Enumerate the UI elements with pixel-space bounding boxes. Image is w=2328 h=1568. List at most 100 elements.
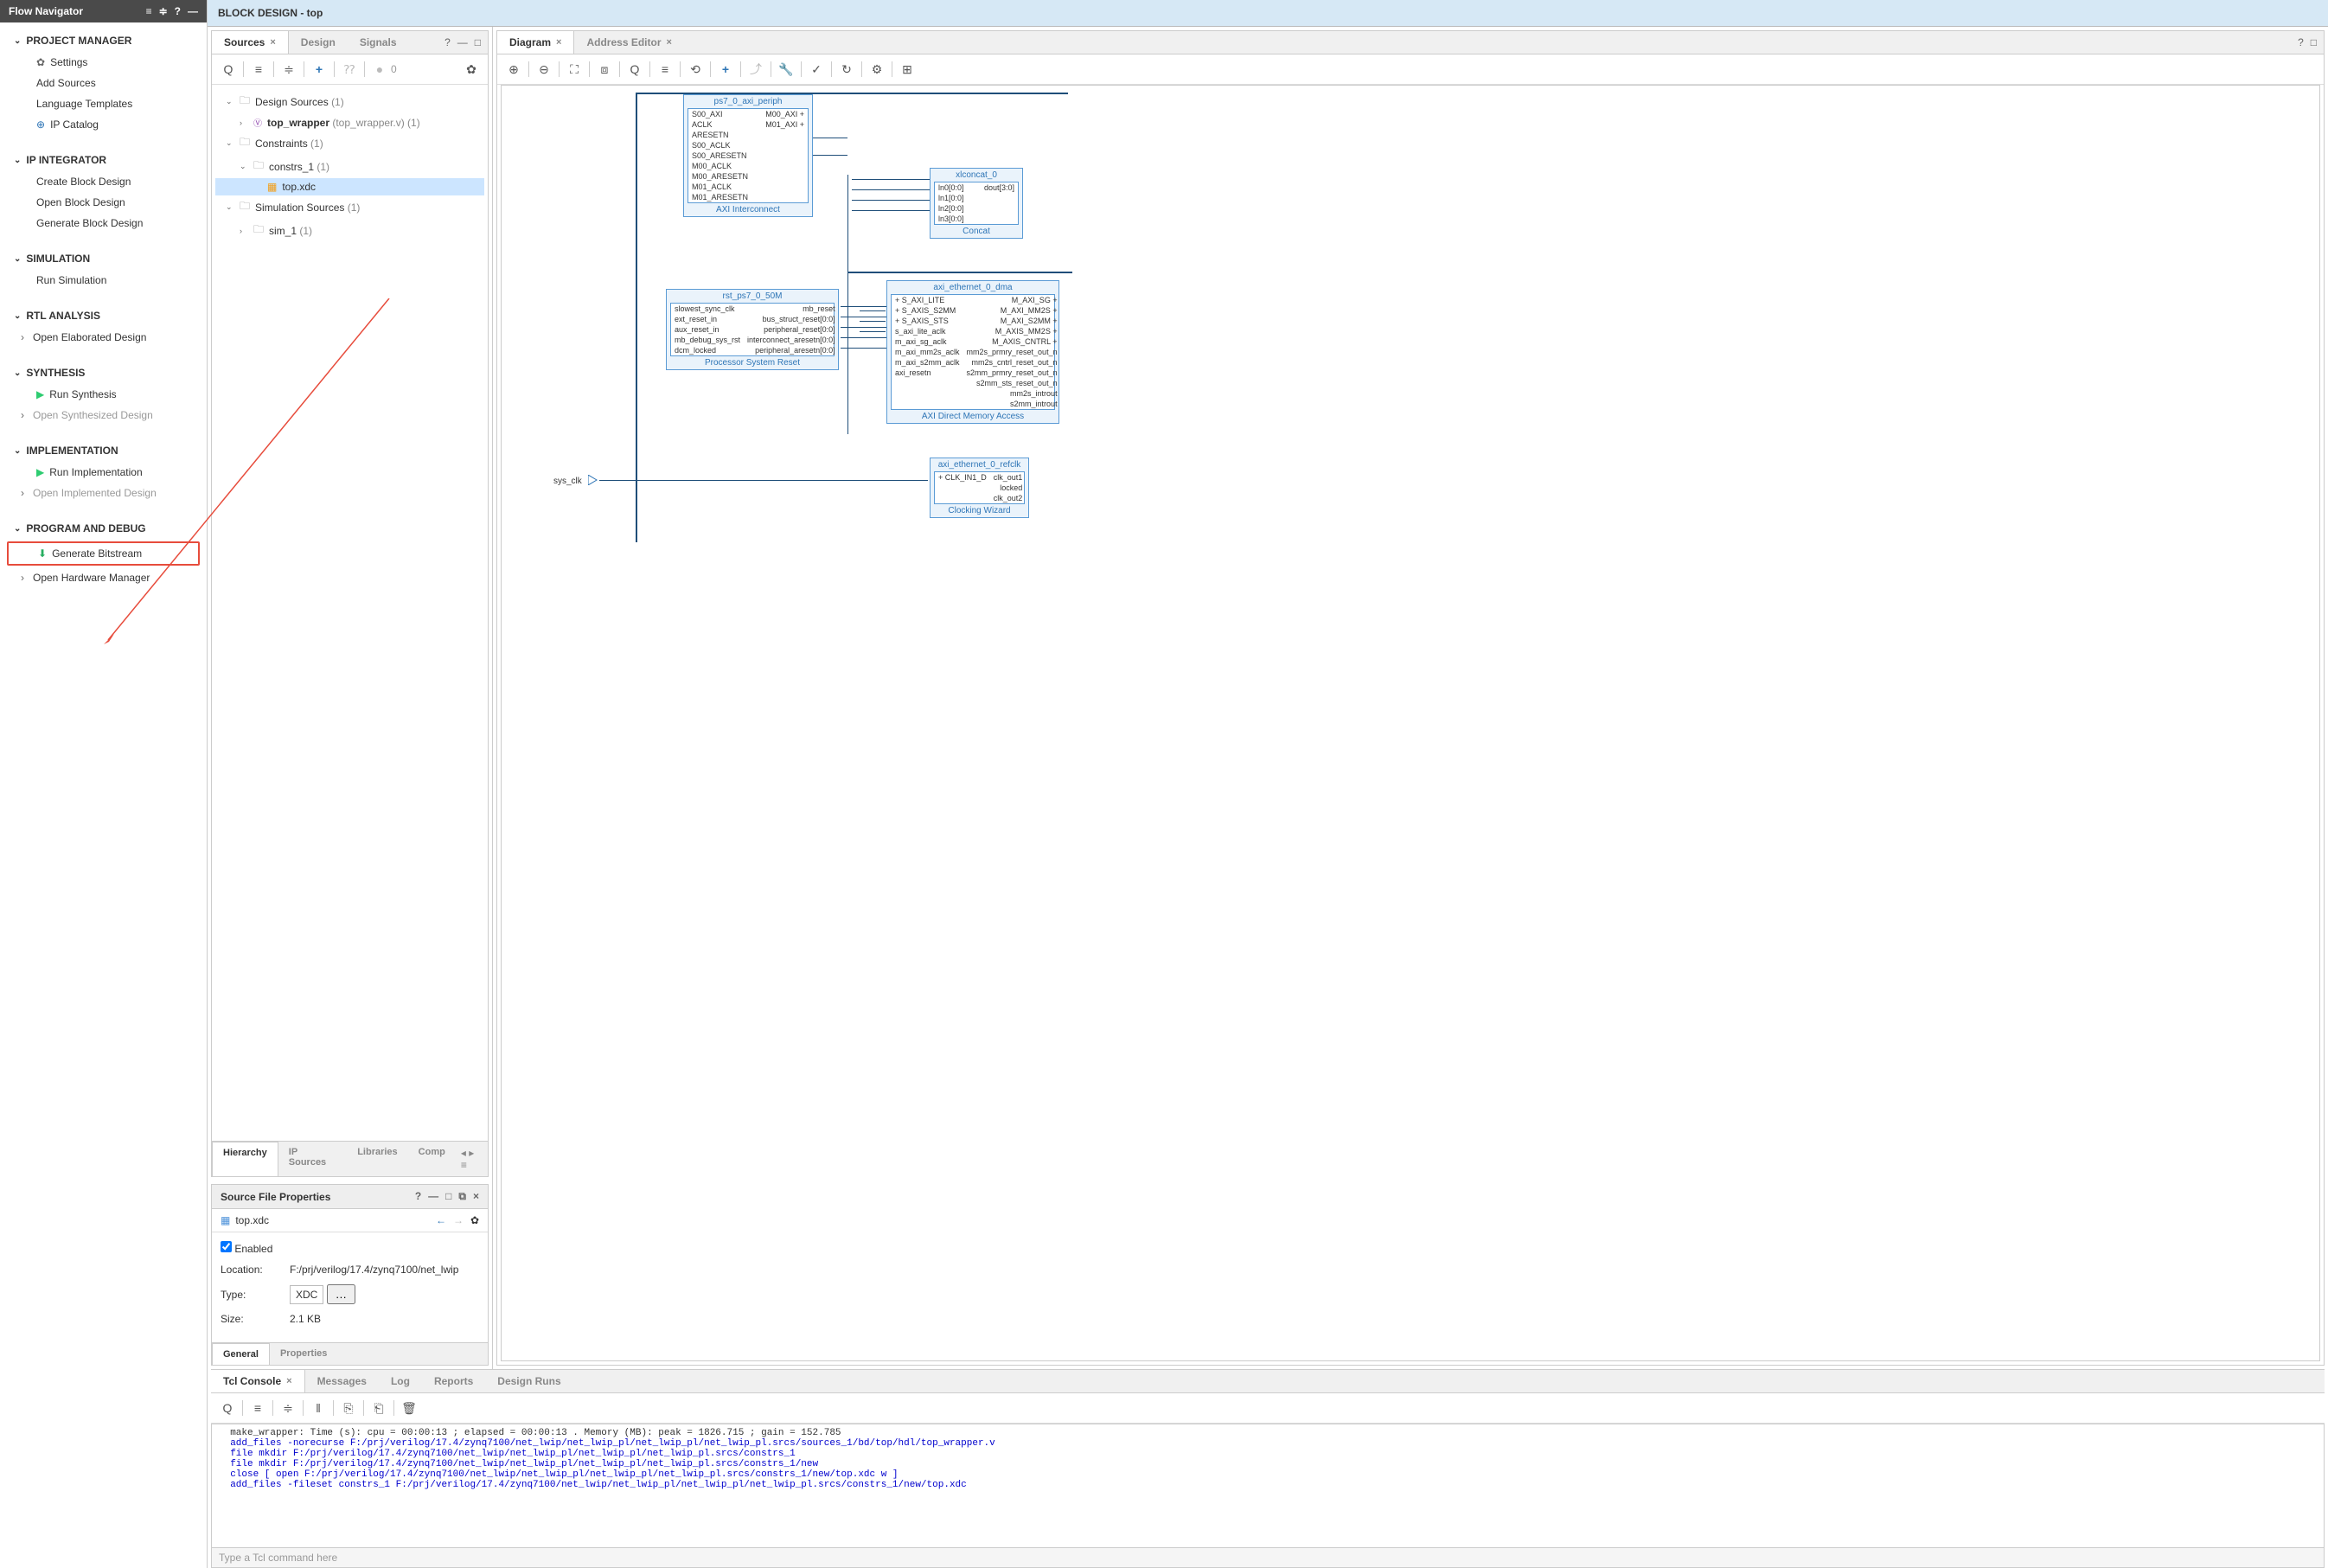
add-icon[interactable]: + xyxy=(310,60,329,79)
tab-general[interactable]: General xyxy=(212,1343,270,1365)
regenerate-icon[interactable]: ↻ xyxy=(837,60,856,79)
browse-button[interactable]: … xyxy=(327,1284,355,1304)
add-block-icon[interactable]: + xyxy=(716,60,735,79)
tab-diagram[interactable]: Diagram × xyxy=(497,31,574,54)
tab-messages[interactable]: Messages xyxy=(305,1370,379,1392)
zoom-area-icon[interactable]: ⧈ xyxy=(595,60,614,79)
tab-compile[interactable]: Comp xyxy=(408,1142,456,1176)
block-rst[interactable]: rst_ps7_0_50Mslowest_sync_clkext_reset_i… xyxy=(666,289,839,370)
nav-section-title[interactable]: ⌄RTL ANALYSIS xyxy=(0,304,207,327)
maximize-icon[interactable]: □ xyxy=(475,36,481,48)
tab-sources[interactable]: Sources × xyxy=(212,31,289,54)
close-icon[interactable]: × xyxy=(473,1190,479,1203)
nav-item-ip-catalog[interactable]: ⊕IP Catalog xyxy=(0,114,207,135)
tab-design-runs[interactable]: Design Runs xyxy=(485,1370,572,1392)
maximize-icon[interactable]: □ xyxy=(2311,36,2317,48)
console-input[interactable]: Type a Tcl command here xyxy=(211,1548,2325,1568)
nav-section-title[interactable]: ⌄PROJECT MANAGER xyxy=(0,29,207,52)
tab-signals[interactable]: Signals xyxy=(348,31,409,54)
nav-item-generate-block-design[interactable]: Generate Block Design xyxy=(0,213,207,234)
help-icon[interactable]: ? xyxy=(415,1190,421,1203)
block-ps7[interactable]: ps7_0_axi_periphS00_AXIACLKARESETNS00_AC… xyxy=(683,94,813,217)
help-icon[interactable]: ? xyxy=(444,36,451,48)
block-dma[interactable]: axi_ethernet_0_dma+ S_AXI_LITE+ S_AXIS_S… xyxy=(886,280,1059,424)
tree-item[interactable]: ⌄🗀Simulation Sources (1) xyxy=(215,195,484,219)
help-icon[interactable]: ? xyxy=(2298,36,2304,48)
nav-section-title[interactable]: ⌄SIMULATION xyxy=(0,247,207,270)
tab-ip-sources[interactable]: IP Sources xyxy=(278,1142,347,1176)
nav-collapse-icon[interactable]: ≡ xyxy=(146,5,152,17)
tree-item[interactable]: ⌄🗀constrs_1 (1) xyxy=(215,155,484,178)
copy-icon[interactable]: ⎘ xyxy=(339,1398,358,1418)
forward-icon[interactable]: → xyxy=(453,1214,464,1226)
nav-help-icon[interactable]: ? xyxy=(175,5,181,17)
tab-libraries[interactable]: Libraries xyxy=(347,1142,407,1176)
nav-item-run-synthesis[interactable]: ▶Run Synthesis xyxy=(0,384,207,405)
wrench-icon[interactable]: 🔧 xyxy=(777,60,796,79)
nav-item-generate-bitstream[interactable]: ⬇Generate Bitstream xyxy=(9,543,198,564)
close-icon[interactable]: × xyxy=(666,37,671,48)
tab-design[interactable]: Design xyxy=(289,31,348,54)
nav-section-title[interactable]: ⌄IMPLEMENTATION xyxy=(0,439,207,462)
search-icon[interactable]: Q xyxy=(625,60,644,79)
zoom-in-icon[interactable]: ⊕ xyxy=(504,60,523,79)
restore-icon[interactable]: □ xyxy=(445,1190,451,1203)
settings-icon[interactable]: ⚙ xyxy=(867,60,886,79)
filter-icon[interactable]: ● xyxy=(370,60,389,79)
nav-item-run-simulation[interactable]: Run Simulation xyxy=(0,270,207,291)
nav-section-title[interactable]: ⌄IP INTEGRATOR xyxy=(0,149,207,171)
tab-tcl-console[interactable]: Tcl Console × xyxy=(211,1370,305,1392)
nav-section-title[interactable]: ⌄PROGRAM AND DEBUG xyxy=(0,517,207,540)
tab-reports[interactable]: Reports xyxy=(422,1370,485,1392)
refresh-icon[interactable]: ⟲ xyxy=(686,60,705,79)
zoom-out-icon[interactable]: ⊖ xyxy=(534,60,553,79)
nav-item-add-sources[interactable]: Add Sources xyxy=(0,73,207,93)
clear-icon[interactable]: 🗑 xyxy=(400,1398,419,1418)
nav-item-open-implemented-design[interactable]: ›Open Implemented Design xyxy=(0,483,207,503)
nav-item-create-block-design[interactable]: Create Block Design xyxy=(0,171,207,192)
connect-icon[interactable]: ⤴ xyxy=(746,60,765,79)
block-refclk[interactable]: axi_ethernet_0_refclk+ CLK_IN1_Dclk_out1… xyxy=(930,458,1029,518)
close-icon[interactable]: × xyxy=(556,37,561,48)
tree-item[interactable]: ⌄🗀Constraints (1) xyxy=(215,131,484,155)
nav-item-open-elaborated-design[interactable]: ›Open Elaborated Design xyxy=(0,327,207,348)
pin-icon[interactable]: ⊞ xyxy=(898,60,917,79)
nav-minimize-icon[interactable]: — xyxy=(188,5,198,17)
back-icon[interactable]: ← xyxy=(436,1214,446,1226)
tree-item[interactable]: ⌄🗀Design Sources (1) xyxy=(215,90,484,113)
nav-section-title[interactable]: ⌄SYNTHESIS xyxy=(0,362,207,384)
tree-item[interactable]: ▦top.xdc xyxy=(215,178,484,195)
expand-icon[interactable]: ≑ xyxy=(278,1398,297,1418)
settings-icon[interactable]: ✿ xyxy=(462,60,481,79)
nav-item-language-templates[interactable]: Language Templates xyxy=(0,93,207,114)
layers-icon[interactable]: ≡ xyxy=(656,60,675,79)
diagram-canvas[interactable]: sys_clk ps7_0_axi_periphS00_AXIACLKARESE… xyxy=(501,85,2320,1361)
close-icon[interactable]: × xyxy=(286,1376,291,1386)
tab-log[interactable]: Log xyxy=(379,1370,422,1392)
nav-item-open-synthesized-design[interactable]: ›Open Synthesized Design xyxy=(0,405,207,426)
close-icon[interactable]: × xyxy=(270,37,275,48)
paste-icon[interactable]: ⎗ xyxy=(369,1398,388,1418)
minimize-icon[interactable]: — xyxy=(457,36,468,48)
expand-all-icon[interactable]: ≑ xyxy=(279,60,298,79)
nav-item-open-hardware-manager[interactable]: ›Open Hardware Manager xyxy=(0,567,207,588)
tree-item[interactable]: ›🗀sim_1 (1) xyxy=(215,219,484,242)
validate-icon[interactable]: ✓ xyxy=(807,60,826,79)
tab-properties[interactable]: Properties xyxy=(270,1343,337,1365)
tab-hierarchy[interactable]: Hierarchy xyxy=(212,1142,278,1176)
collapse-icon[interactable]: ≡ xyxy=(248,1398,267,1418)
search-icon[interactable]: Q xyxy=(218,1398,237,1418)
nav-item-run-implementation[interactable]: ▶Run Implementation xyxy=(0,462,207,483)
minimize-icon[interactable]: — xyxy=(428,1190,438,1203)
collapse-all-icon[interactable]: ≡ xyxy=(249,60,268,79)
help-icon[interactable]: ⁇ xyxy=(340,60,359,79)
nav-item-open-block-design[interactable]: Open Block Design xyxy=(0,192,207,213)
search-icon[interactable]: Q xyxy=(219,60,238,79)
block-xlconcat[interactable]: xlconcat_0ln0[0:0]ln1[0:0]ln2[0:0]ln3[0:… xyxy=(930,168,1023,239)
nav-item-settings[interactable]: ✿Settings xyxy=(0,52,207,73)
tree-item[interactable]: ›Ⓥtop_wrapper (top_wrapper.v) (1) xyxy=(215,113,484,131)
tab-address-editor[interactable]: Address Editor × xyxy=(574,31,683,54)
zoom-fit-icon[interactable]: ⛶ xyxy=(565,60,584,79)
enabled-checkbox[interactable]: Enabled xyxy=(221,1241,272,1255)
pause-icon[interactable]: ‖ xyxy=(309,1398,328,1418)
